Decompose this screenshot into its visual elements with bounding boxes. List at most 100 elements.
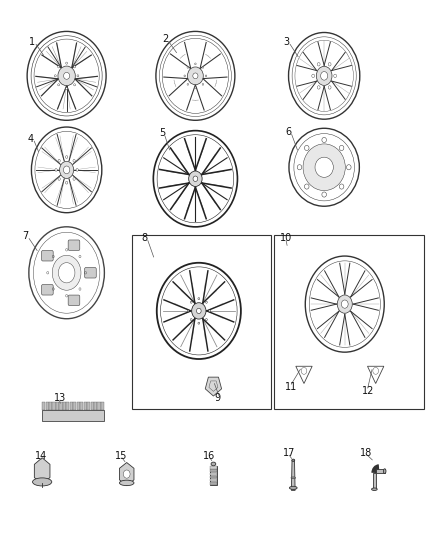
Ellipse shape — [187, 310, 189, 312]
Text: 4: 4 — [28, 134, 34, 143]
Ellipse shape — [205, 75, 207, 77]
Ellipse shape — [292, 459, 295, 462]
Circle shape — [73, 177, 75, 180]
Bar — [66, 402, 70, 410]
Bar — [210, 466, 217, 469]
Ellipse shape — [193, 176, 198, 181]
Ellipse shape — [58, 66, 60, 68]
Ellipse shape — [58, 66, 75, 86]
Circle shape — [52, 255, 81, 290]
Ellipse shape — [205, 319, 207, 320]
Text: 7: 7 — [22, 231, 28, 241]
Circle shape — [312, 74, 314, 78]
Ellipse shape — [339, 184, 344, 189]
Text: 15: 15 — [115, 450, 127, 461]
Ellipse shape — [198, 322, 200, 324]
Ellipse shape — [304, 146, 309, 150]
Text: 18: 18 — [360, 448, 372, 458]
Ellipse shape — [66, 62, 67, 64]
Ellipse shape — [322, 138, 326, 142]
Text: 13: 13 — [54, 393, 66, 403]
Ellipse shape — [32, 478, 52, 486]
Ellipse shape — [74, 66, 76, 68]
Circle shape — [337, 295, 352, 313]
Polygon shape — [291, 461, 295, 490]
Ellipse shape — [208, 310, 210, 312]
Ellipse shape — [193, 73, 198, 79]
Bar — [91, 402, 94, 410]
Ellipse shape — [315, 157, 333, 177]
Ellipse shape — [189, 171, 202, 187]
Bar — [210, 466, 217, 485]
Ellipse shape — [192, 303, 206, 319]
Bar — [274, 235, 424, 409]
Ellipse shape — [194, 63, 196, 64]
Circle shape — [66, 181, 68, 184]
Ellipse shape — [64, 72, 70, 79]
Bar — [132, 235, 271, 409]
Bar — [210, 470, 217, 472]
Ellipse shape — [339, 146, 344, 150]
Polygon shape — [34, 458, 50, 484]
Ellipse shape — [202, 67, 204, 68]
Ellipse shape — [371, 488, 377, 490]
FancyBboxPatch shape — [68, 295, 80, 305]
Bar — [46, 402, 49, 410]
Ellipse shape — [297, 165, 302, 170]
Circle shape — [317, 86, 320, 89]
Ellipse shape — [211, 462, 216, 466]
Ellipse shape — [120, 480, 134, 486]
Bar — [84, 402, 87, 410]
Ellipse shape — [383, 469, 386, 473]
Ellipse shape — [205, 301, 207, 303]
FancyBboxPatch shape — [42, 285, 53, 295]
Ellipse shape — [187, 67, 203, 85]
Circle shape — [76, 168, 78, 171]
Polygon shape — [205, 377, 222, 396]
Bar — [49, 402, 52, 410]
Ellipse shape — [291, 477, 296, 479]
Circle shape — [328, 86, 331, 89]
Text: 6: 6 — [286, 127, 292, 137]
Ellipse shape — [197, 308, 201, 313]
Circle shape — [60, 161, 74, 179]
Text: 12: 12 — [362, 386, 374, 396]
Text: 3: 3 — [283, 37, 290, 47]
Ellipse shape — [322, 192, 326, 197]
Bar — [77, 402, 80, 410]
FancyBboxPatch shape — [68, 240, 80, 251]
Ellipse shape — [54, 75, 56, 77]
Circle shape — [334, 74, 336, 78]
Bar — [210, 479, 217, 481]
Ellipse shape — [191, 301, 192, 303]
Ellipse shape — [74, 84, 76, 86]
Bar — [42, 410, 104, 421]
Circle shape — [64, 166, 70, 174]
Text: 9: 9 — [215, 393, 221, 403]
Bar — [210, 476, 217, 478]
FancyBboxPatch shape — [42, 251, 53, 261]
Text: 11: 11 — [285, 382, 297, 392]
Ellipse shape — [58, 84, 60, 86]
Ellipse shape — [66, 87, 67, 90]
Circle shape — [341, 300, 348, 308]
Circle shape — [58, 159, 60, 162]
Circle shape — [317, 62, 320, 66]
Bar — [210, 473, 217, 475]
Circle shape — [321, 71, 328, 80]
Text: 2: 2 — [162, 34, 168, 44]
Ellipse shape — [346, 165, 351, 170]
Text: 16: 16 — [203, 450, 215, 461]
Ellipse shape — [187, 67, 189, 68]
Bar — [60, 402, 63, 410]
Ellipse shape — [290, 486, 297, 489]
Bar — [101, 402, 104, 410]
Text: 8: 8 — [142, 233, 148, 243]
Circle shape — [66, 156, 68, 158]
Bar — [42, 402, 45, 410]
Text: 5: 5 — [159, 128, 165, 138]
Text: 10: 10 — [280, 233, 293, 243]
Bar — [373, 473, 376, 489]
Ellipse shape — [202, 84, 204, 85]
FancyBboxPatch shape — [85, 268, 96, 278]
